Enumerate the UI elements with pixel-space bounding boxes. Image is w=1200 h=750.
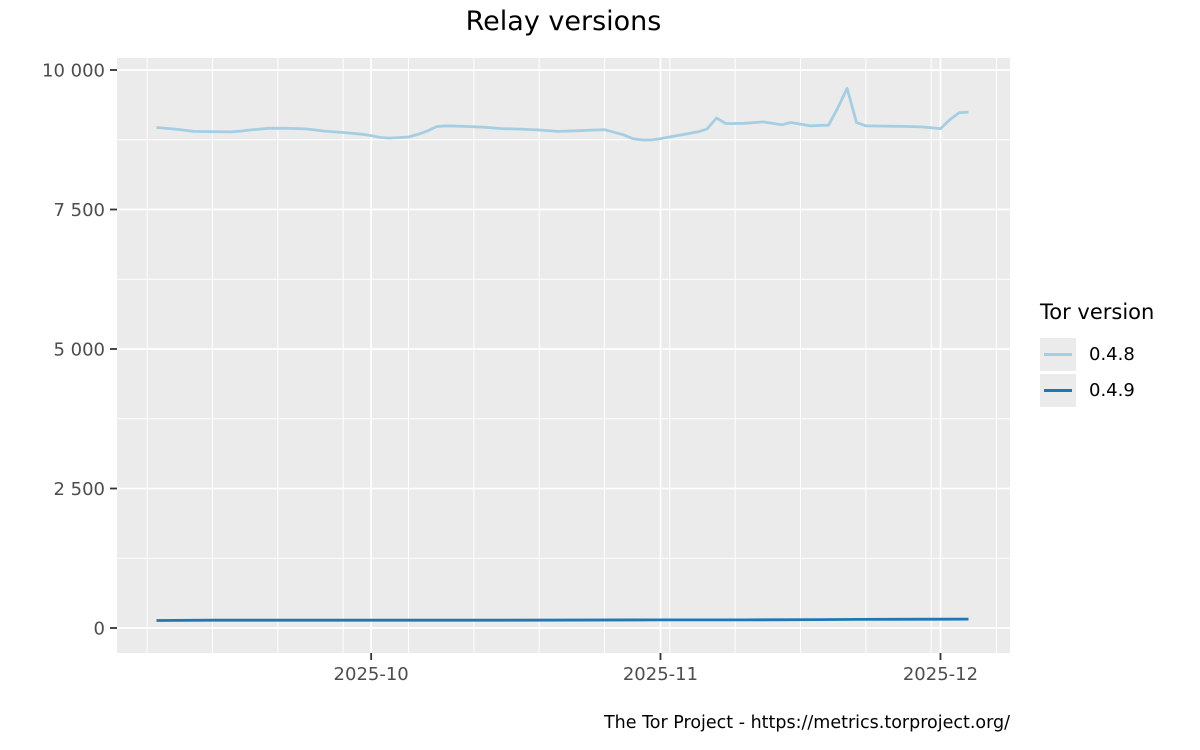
legend-item-049: 0.4.9 <box>1040 374 1154 407</box>
legend-item-label: 0.4.9 <box>1089 380 1135 401</box>
legend-key-box <box>1040 374 1076 407</box>
plot-panel <box>117 58 1010 653</box>
line-swatch-icon <box>1044 353 1072 356</box>
page-title: Relay versions <box>465 6 662 37</box>
series-line-049 <box>156 617 969 622</box>
y-axis-label: 2 500 <box>53 479 105 500</box>
legend: Tor version 0.4.8 0.4.9 <box>1040 300 1154 410</box>
y-axis-label: 5 000 <box>53 340 105 361</box>
attribution-footer: The Tor Project - https://metrics.torpro… <box>603 713 1010 733</box>
y-axis-label: 0 <box>94 619 105 640</box>
x-axis-label: 2025-10 <box>334 664 409 685</box>
legend-item-label: 0.4.8 <box>1089 344 1135 365</box>
y-axis-label: 10 000 <box>42 61 105 82</box>
legend-item-048: 0.4.8 <box>1040 338 1154 371</box>
y-axis-label: 7 500 <box>53 200 105 221</box>
legend-key-box <box>1040 338 1076 371</box>
series-line-048 <box>156 87 969 142</box>
x-axis-label: 2025-12 <box>903 664 978 685</box>
line-swatch-icon <box>1044 389 1072 392</box>
legend-title: Tor version <box>1040 300 1155 324</box>
x-axis-label: 2025-11 <box>623 664 698 685</box>
